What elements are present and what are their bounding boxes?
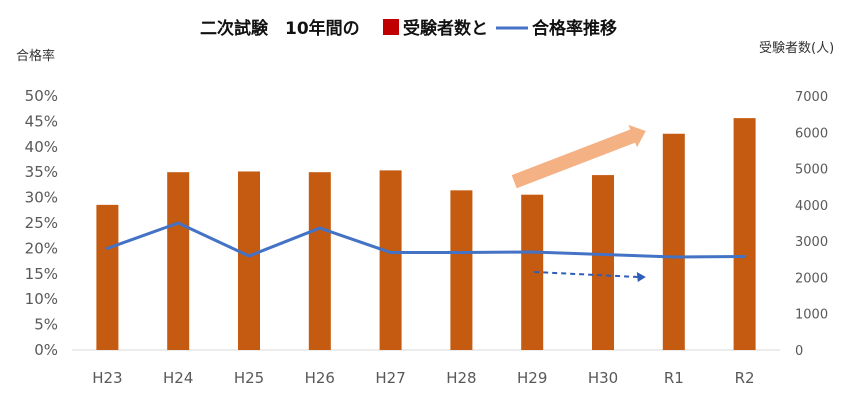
left-tick-label: 25% [25, 214, 58, 232]
right-tick-label: 5000 [795, 163, 828, 178]
left-tick-label: 5% [34, 316, 58, 334]
line-point [389, 250, 393, 254]
left-tick-label: 15% [25, 265, 58, 283]
legend-bar-label: 受験者数と [403, 18, 488, 39]
left-tick-label: 30% [25, 189, 58, 207]
bar [96, 204, 119, 350]
right-tick-label: 3000 [795, 235, 828, 250]
line-path [106, 221, 745, 259]
dashed-arrow-line [534, 271, 638, 278]
up-arrow [511, 124, 646, 189]
x-tick-label: H27 [375, 369, 405, 387]
bar [662, 133, 685, 350]
right-tick-label: 2000 [795, 271, 828, 286]
bar [521, 194, 544, 350]
left-tick-label: 35% [25, 163, 58, 181]
annotations [511, 124, 646, 282]
line-point [459, 250, 463, 254]
left-tick-label: 0% [34, 341, 58, 359]
bar-series [96, 118, 756, 351]
up-arrow-shape [511, 124, 646, 189]
x-tick-label: R2 [735, 369, 755, 387]
left-axis-ticks: 0% 5% 10% 15% 20% 25% 30% 35% 40% 45% 50% [25, 87, 58, 359]
x-tick-label: H23 [92, 369, 122, 387]
x-tick-label: R1 [664, 369, 684, 387]
right-tick-label: 0 [795, 344, 803, 359]
line-point [105, 246, 109, 250]
x-axis-labels: H23 H24 H25 H26 H27 H28 H29 H30 R1 R2 [92, 369, 754, 387]
x-tick-label: H26 [305, 369, 335, 387]
legend-bar-swatch [383, 19, 399, 35]
line-point [318, 226, 322, 230]
x-tick-label: H29 [517, 369, 547, 387]
line-point [601, 252, 605, 256]
line-point [743, 255, 747, 259]
line-series [105, 221, 747, 259]
right-tick-label: 4000 [795, 199, 828, 214]
x-tick-label: H28 [446, 369, 476, 387]
legend-line-label: 合格率推移 [532, 18, 617, 39]
line-point [176, 221, 180, 225]
x-tick-label: H24 [163, 369, 193, 387]
bar [592, 175, 614, 350]
bar [308, 172, 331, 350]
right-tick-label: 6000 [795, 126, 828, 141]
left-tick-label: 10% [25, 290, 58, 308]
bar [733, 118, 756, 351]
chart-title-prefix: 二次試験 10年間の [200, 18, 360, 39]
left-tick-label: 50% [25, 87, 58, 105]
right-axis-title: 受験者数(人) [759, 41, 834, 56]
x-tick-label: H25 [234, 369, 264, 387]
line-point [672, 255, 676, 259]
line-point [247, 254, 251, 258]
right-tick-label: 1000 [795, 308, 828, 323]
bar [450, 190, 473, 350]
left-tick-label: 40% [25, 138, 58, 156]
right-axis-ticks: 0 1000 2000 3000 4000 5000 6000 7000 [795, 90, 828, 359]
dashed-arrow-head [636, 272, 646, 282]
right-tick-label: 7000 [795, 90, 828, 105]
bar [379, 170, 402, 350]
left-axis-title: 合格率 [16, 48, 55, 64]
x-tick-label: H30 [588, 369, 618, 387]
line-point [530, 250, 534, 254]
left-tick-label: 20% [25, 239, 58, 257]
bar [167, 172, 190, 350]
bar [238, 171, 260, 350]
left-tick-label: 45% [25, 112, 58, 130]
